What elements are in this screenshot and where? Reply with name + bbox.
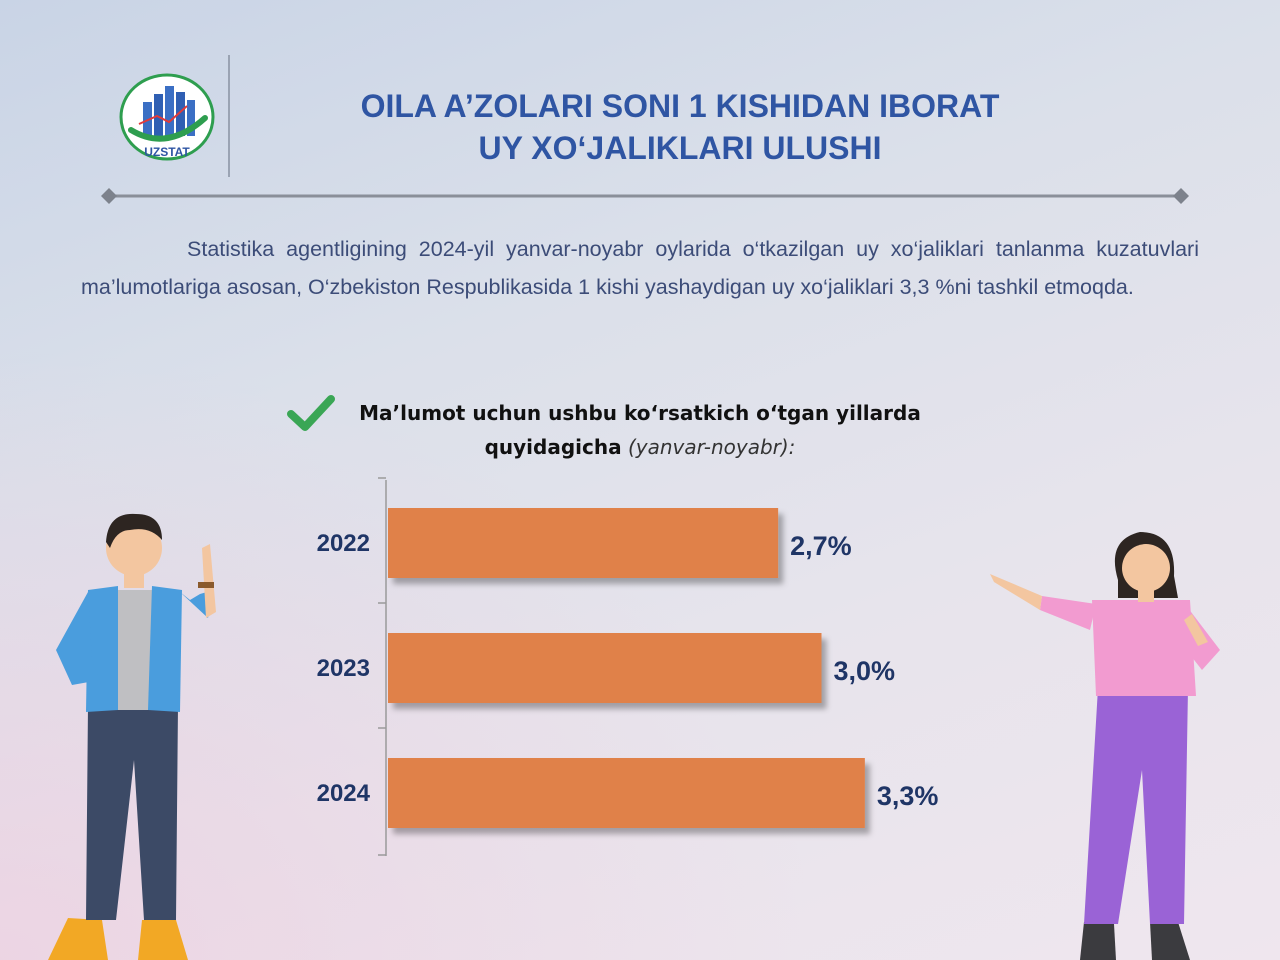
logo-text: UZSTAT <box>144 145 190 159</box>
man-illustration <box>48 513 216 960</box>
bar-2024 <box>388 758 865 828</box>
uzstat-logo: UZSTAT <box>119 73 215 161</box>
bar-chart: 2022 2,7% 2023 3,0% 2024 3,3% <box>317 477 939 856</box>
chart-subtitle-bold: Ma’lumot uchun ushbu ko‘rsatkich o‘tgan … <box>359 401 921 459</box>
value-label: 3,0% <box>834 656 896 686</box>
chart-subtitle-italic: (yanvar-noyabr): <box>627 435 796 459</box>
value-label: 3,3% <box>877 781 939 811</box>
checkmark-icon <box>287 395 335 431</box>
value-label: 2,7% <box>790 531 852 561</box>
woman-illustration <box>990 532 1220 960</box>
bar-2022 <box>388 508 779 578</box>
category-label: 2023 <box>317 655 370 682</box>
page-title: OILA A’ZOLARI SONI 1 KISHIDAN IBORAT UY … <box>360 88 1000 166</box>
bar-2023 <box>388 633 822 703</box>
category-label: 2024 <box>317 780 371 807</box>
header-separator <box>228 55 230 177</box>
intro-paragraph: Statistika agentligining 2024-yil yanvar… <box>81 237 1199 299</box>
chart-subtitle: Ma’lumot uchun ushbu ko‘rsatkich o‘tgan … <box>330 396 950 464</box>
category-label: 2022 <box>317 530 370 557</box>
title-divider <box>101 188 1189 204</box>
